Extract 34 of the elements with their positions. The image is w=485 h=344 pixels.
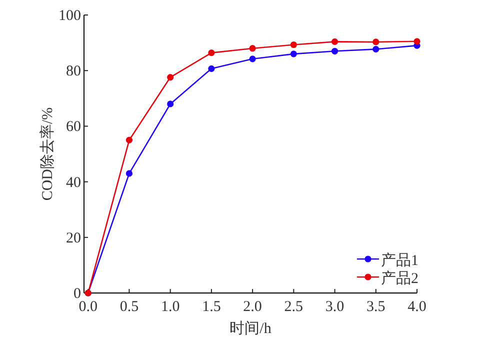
y-tick-label: 20	[66, 230, 81, 246]
x-axis-title: 时间/h	[230, 320, 272, 337]
point	[126, 170, 133, 177]
point	[167, 100, 174, 108]
x-tick-label: 2.5	[284, 299, 304, 315]
legend-label: 产品2	[381, 270, 418, 287]
y-axis-title: COD除去率/%	[39, 107, 56, 201]
point	[249, 45, 256, 52]
point	[208, 65, 215, 72]
point	[331, 38, 338, 45]
point	[372, 38, 380, 46]
x-tick-label: 1.0	[160, 299, 180, 315]
x-tick-label: 1.5	[202, 299, 221, 315]
y-tick-label: 40	[66, 174, 81, 191]
point	[290, 41, 297, 48]
legend-label: 产品1	[381, 252, 418, 269]
x-tick-label: 3.5	[366, 299, 386, 315]
point	[290, 50, 297, 58]
point	[167, 74, 174, 81]
y-tick-label: 0	[74, 286, 81, 302]
point	[208, 50, 215, 56]
y-tick-label: 100	[58, 8, 81, 24]
x-tick-label: 3.0	[325, 299, 344, 315]
point	[414, 38, 420, 45]
x-tick-label: 4.0	[408, 299, 426, 315]
y-tick-label: 80	[66, 64, 81, 80]
point	[372, 46, 380, 52]
x-tick-label: 0.5	[120, 299, 139, 315]
y-tick-label: 60	[66, 119, 81, 136]
x-tick-label: 0.0	[78, 299, 98, 315]
point	[331, 48, 338, 54]
point	[126, 136, 133, 144]
point	[249, 56, 256, 62]
x-tick-label: 2.0	[243, 299, 262, 315]
